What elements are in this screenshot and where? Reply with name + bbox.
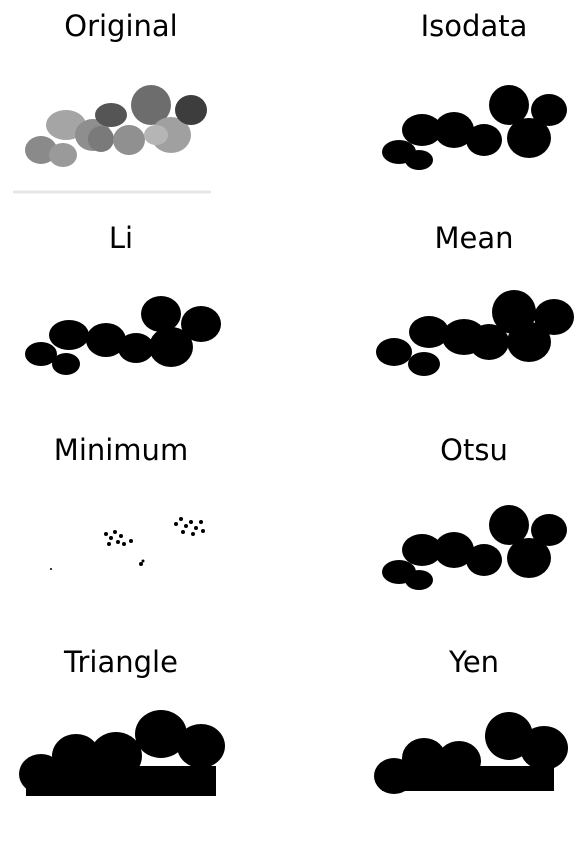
otsu-mask (382, 505, 567, 590)
panel-title: Mean (434, 221, 514, 255)
li-mask (25, 296, 221, 375)
minimum-mask (50, 517, 205, 570)
panel-title: Triangle (64, 645, 178, 679)
yen-mask (374, 712, 568, 794)
panel-title: Isodata (420, 9, 528, 43)
panel-title: Yen (448, 645, 500, 679)
isodata-mask (382, 85, 567, 170)
mean-mask (376, 290, 574, 376)
threshold-figure: Original Isodata (11, 9, 574, 796)
panel-title: Minimum (53, 433, 189, 467)
panel-title: Otsu (440, 433, 508, 467)
original-image (11, 60, 231, 205)
panel-title: Li (108, 221, 134, 255)
panel-title: Original (64, 9, 178, 43)
triangle-mask (19, 710, 225, 796)
